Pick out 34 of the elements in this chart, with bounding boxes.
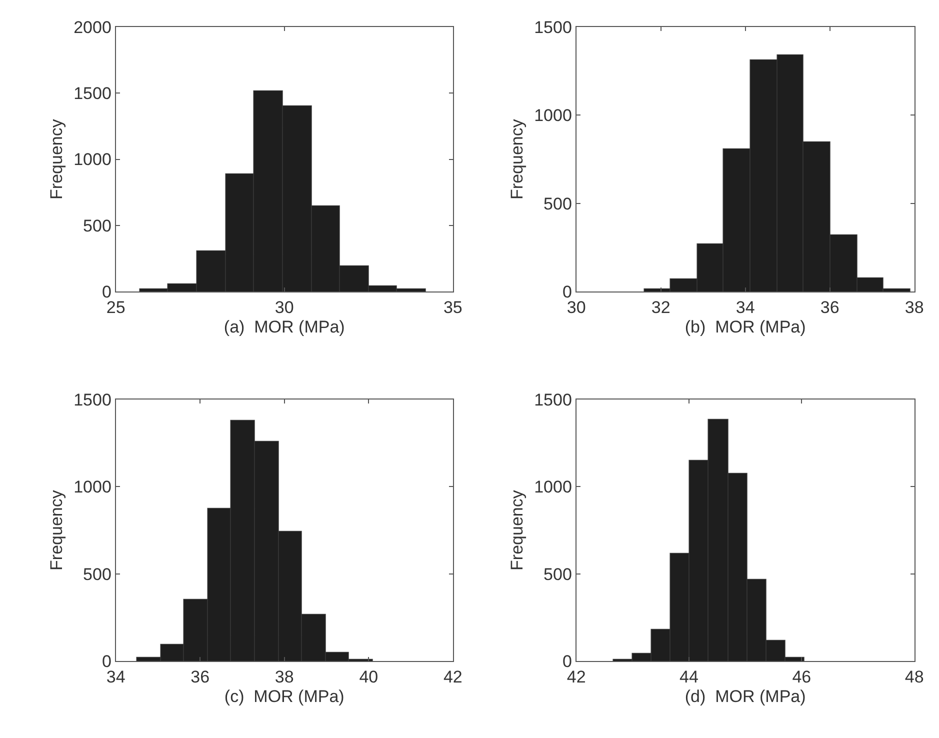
- x-tick-label: 34: [736, 298, 755, 317]
- y-axis-title: Frequency: [47, 490, 66, 570]
- x-axis-title: (d) MOR (MPa): [684, 686, 806, 706]
- x-axis-title: (c) MOR (MPa): [224, 686, 344, 706]
- x-tick-label: 44: [680, 668, 698, 687]
- x-tick-label: 36: [820, 298, 840, 317]
- y-tick-label: 1500: [74, 84, 112, 104]
- y-tick-label: 1000: [534, 478, 572, 497]
- x-tick-label: 42: [443, 668, 462, 687]
- y-tick-label: 1500: [534, 18, 572, 37]
- y-tick-label: 500: [83, 564, 112, 584]
- y-tick-label: 1500: [74, 390, 112, 410]
- x-tick-label: 30: [274, 298, 294, 317]
- x-tick-label: 48: [904, 668, 924, 687]
- y-tick-label: 1500: [534, 390, 572, 410]
- y-axis-title: Frequency: [47, 118, 66, 200]
- y-tick-label: 2000: [74, 18, 112, 37]
- y-tick-label: 1000: [74, 150, 112, 170]
- x-axis-title: (b) MOR (MPa): [684, 317, 806, 336]
- y-axis-title: Frequency: [508, 118, 527, 200]
- y-axis-title: Frequency: [508, 490, 527, 570]
- x-tick-label: 38: [904, 298, 924, 317]
- x-tick-label: 38: [274, 668, 294, 687]
- y-tick-label: 500: [83, 216, 112, 236]
- y-tick-label: 1000: [534, 106, 572, 126]
- x-tick-label: 46: [792, 668, 812, 687]
- x-tick-label: 40: [359, 668, 378, 687]
- x-tick-label: 35: [443, 298, 462, 317]
- y-tick-label: 500: [544, 564, 572, 584]
- x-axis-title: (a) MOR (MPa): [224, 317, 345, 336]
- y-tick-label: 500: [544, 194, 572, 214]
- x-tick-label: 36: [190, 668, 210, 687]
- y-tick-label: 1000: [74, 478, 112, 497]
- x-tick-label: 32: [651, 298, 670, 317]
